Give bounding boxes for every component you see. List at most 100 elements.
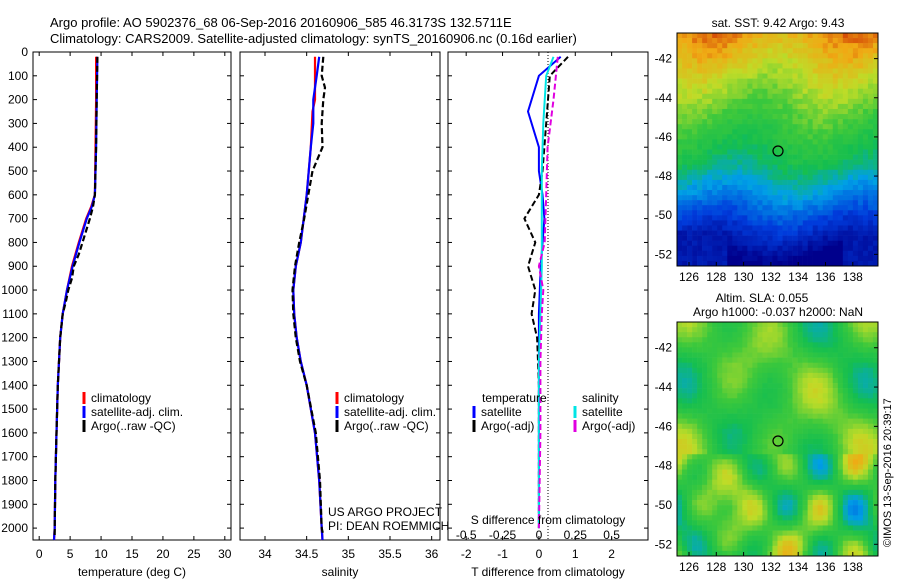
s-tick-label: 0.5 xyxy=(603,528,620,542)
sla-cell xyxy=(697,444,703,450)
sla-cell xyxy=(872,479,879,486)
sla-cell xyxy=(712,408,718,414)
sla-cell xyxy=(857,342,864,348)
sst-cell xyxy=(837,260,844,267)
sst-cell xyxy=(712,68,718,74)
sst-cell xyxy=(837,149,844,155)
sla-cell xyxy=(712,342,718,348)
sla-cell xyxy=(817,535,824,542)
sla-cell xyxy=(712,525,718,531)
sla-cell xyxy=(722,530,728,536)
sst-cell xyxy=(822,235,829,241)
sla-cell xyxy=(702,489,708,496)
sla-cell xyxy=(742,413,748,419)
sst-cell xyxy=(737,129,743,135)
sst-cell xyxy=(707,58,713,64)
x-tick-label: 2 xyxy=(608,547,615,561)
sst-cell xyxy=(762,38,768,44)
sst-cell xyxy=(807,210,813,216)
sst-cell xyxy=(732,119,738,125)
sst-cell xyxy=(792,53,798,59)
sst-cell xyxy=(707,68,713,74)
sst-cell xyxy=(797,235,803,241)
sla-cell xyxy=(772,403,778,409)
sst-cell xyxy=(777,103,783,110)
sla-cell xyxy=(787,393,793,399)
sla-cell xyxy=(722,388,728,394)
sst-cell xyxy=(747,43,753,49)
sla-cell xyxy=(732,393,738,399)
sst-cell xyxy=(857,58,864,64)
sla-cell xyxy=(732,418,738,425)
sst-cell xyxy=(862,114,869,120)
sla-cell xyxy=(782,337,788,343)
sla-cell xyxy=(857,540,864,547)
sla-cell xyxy=(807,423,813,430)
sla-cell xyxy=(827,535,834,542)
sst-cell xyxy=(762,93,768,100)
sst-cell xyxy=(767,164,773,171)
sst-cell xyxy=(847,200,854,206)
sla-cell xyxy=(707,474,713,480)
sst-cell xyxy=(777,108,783,115)
sla-cell xyxy=(857,413,864,419)
sla-cell xyxy=(817,520,824,526)
sst-cell xyxy=(677,139,683,145)
sla-cell xyxy=(867,520,874,526)
sst-cell xyxy=(822,68,829,74)
sla-cell xyxy=(702,393,708,399)
sst-cell xyxy=(822,98,829,105)
sla-cell xyxy=(727,337,733,343)
sst-cell xyxy=(747,98,753,105)
sst-cell xyxy=(872,240,879,247)
sla-cell xyxy=(782,367,788,374)
sla-cell xyxy=(722,347,728,353)
sla-cell xyxy=(842,530,849,536)
depth-tick-label: 500 xyxy=(8,164,28,178)
sla-cell xyxy=(697,530,703,536)
sla-cell xyxy=(812,428,818,435)
sst-cell xyxy=(727,220,733,226)
sst-cell xyxy=(807,220,813,226)
sst-cell xyxy=(697,124,703,130)
sst-cell xyxy=(792,225,798,231)
sla-cell xyxy=(707,347,713,353)
sla-cell xyxy=(682,474,688,480)
sla-cell xyxy=(797,433,803,440)
sst-cell xyxy=(857,53,864,59)
sla-cell xyxy=(732,500,738,506)
sla-cell xyxy=(752,469,758,475)
sst-cell xyxy=(782,124,788,130)
sst-cell xyxy=(782,53,788,59)
sst-cell xyxy=(802,210,808,216)
sst-cell xyxy=(742,154,748,160)
sla-cell xyxy=(777,525,783,531)
sst-cell xyxy=(867,139,874,145)
sst-cell xyxy=(692,225,698,231)
sst-cell xyxy=(842,154,849,160)
sst-cell xyxy=(757,114,763,120)
sst-cell xyxy=(732,38,738,44)
sst-cell xyxy=(867,53,874,59)
sst-cell xyxy=(807,48,813,54)
sla-cell xyxy=(782,545,788,552)
sst-cell xyxy=(712,164,718,171)
sla-cell xyxy=(747,398,753,404)
sst-cell xyxy=(872,68,879,74)
lat-tick-label: -42 xyxy=(655,341,673,355)
sst-cell xyxy=(807,63,813,69)
sst-cell xyxy=(852,260,859,267)
sla-cell xyxy=(762,347,768,353)
sst-cell xyxy=(772,98,778,105)
sst-cell xyxy=(737,108,743,115)
sst-cell xyxy=(757,73,763,79)
sst-cell xyxy=(702,205,708,211)
sla-cell xyxy=(852,510,859,516)
sla-cell xyxy=(812,489,818,496)
sst-cell xyxy=(762,260,768,267)
sst-cell xyxy=(787,114,793,120)
sla-cell xyxy=(772,444,778,450)
sst-cell xyxy=(832,149,839,155)
sla-cell xyxy=(822,372,829,379)
sla-cell xyxy=(857,433,864,440)
